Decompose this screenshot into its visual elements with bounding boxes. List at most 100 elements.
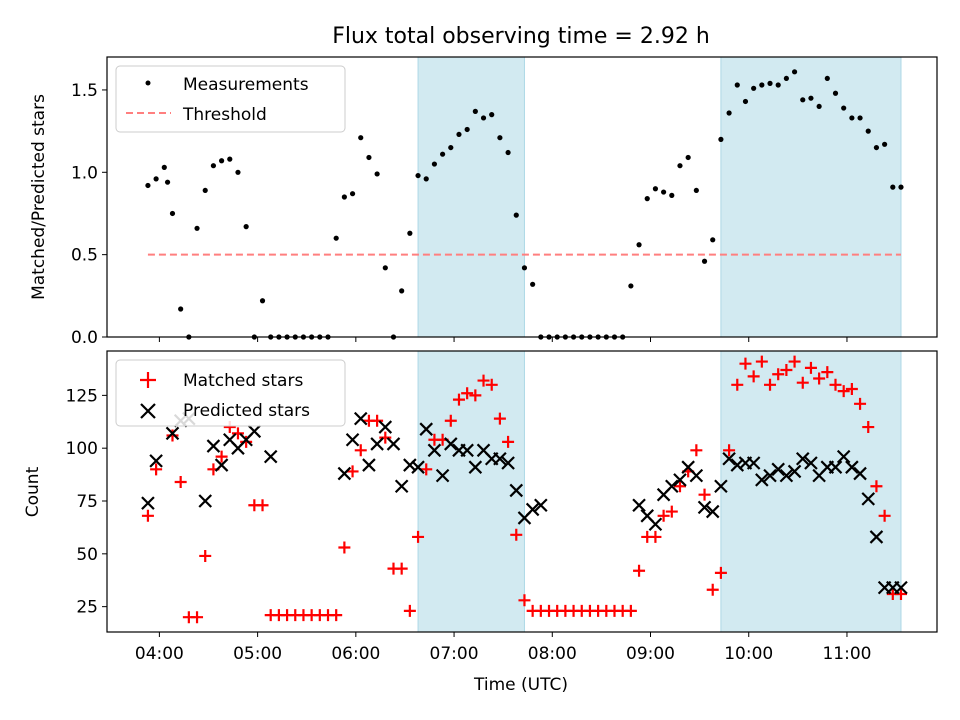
measurement-point (718, 136, 724, 142)
matched-star-point (330, 609, 343, 622)
measurement-point (636, 242, 642, 248)
matched-star-point (371, 414, 384, 427)
legend-marker-measurements (145, 80, 151, 86)
predicted-star-point (763, 468, 777, 483)
measurement-point (644, 196, 650, 202)
measurement-point (178, 306, 184, 312)
predicted-star-point (632, 498, 646, 513)
measurement-point (521, 265, 528, 271)
measurement-point (341, 194, 347, 200)
matched-star-point (215, 450, 228, 463)
predicted-star-point (795, 451, 810, 466)
matched-star-point (518, 594, 531, 607)
bottom-y-tick-label: 125 (66, 386, 98, 406)
predicted-star-point (247, 424, 262, 439)
measurement-point (783, 75, 789, 82)
predicted-star-point (378, 420, 393, 434)
matched-star-point (845, 383, 858, 396)
predicted-star-point (771, 462, 785, 477)
matched-star-point (714, 566, 727, 579)
predicted-star-point (206, 439, 221, 453)
matched-star-point (706, 583, 719, 596)
measurement-point (259, 298, 266, 304)
predicted-star-point (501, 456, 515, 470)
top-y-axis-label: Matched/Predicted stars (29, 94, 49, 300)
x-tick-label: 06:00 (331, 644, 380, 664)
predicted-star-point (509, 483, 524, 498)
bottom-shaded-region-1 (720, 350, 902, 633)
measurement-point (791, 69, 798, 75)
predicted-star-point (362, 458, 376, 472)
matched-star-point (338, 541, 351, 554)
matched-star-point (420, 463, 433, 476)
bottom-legend-box (115, 359, 346, 427)
predicted-star-point (755, 473, 769, 487)
predicted-star-point (845, 460, 859, 474)
measurement-point (669, 192, 675, 198)
matched-star-point (690, 444, 703, 457)
matched-star-point (764, 378, 777, 391)
predicted-star-point (648, 517, 663, 532)
measurement-point (202, 187, 208, 194)
matched-star-point (199, 549, 212, 562)
bottom-x-axis: 04:00 05:00 06:00 07:00 08:00 09:00 10:00 11:00 (135, 632, 871, 664)
measurement-point (366, 154, 372, 161)
measurement-point (464, 126, 470, 133)
measurement-point (513, 212, 519, 218)
bottom-shaded-regions (417, 350, 902, 633)
measurement-point (349, 191, 356, 197)
bottom-y-tick-label: 25 (76, 598, 98, 618)
predicted-star-point (853, 466, 867, 481)
matched-star-point (191, 611, 204, 624)
matched-star-point (412, 530, 425, 543)
top-y-tick-label: 0.0 (71, 328, 98, 348)
measurement-point (710, 237, 716, 243)
predicted-star-point (435, 468, 450, 483)
bottom-y-axis: 25 50 75 100 125 (66, 386, 107, 618)
measurement-point (775, 82, 781, 88)
measurement-point (489, 112, 495, 118)
matched-star-point (731, 378, 744, 391)
matched-star-point (804, 361, 817, 374)
top-legend: Measurements Threshold (115, 65, 346, 133)
matched-star-point (256, 499, 269, 512)
matched-star-point (649, 530, 662, 543)
measurement-point (693, 187, 699, 194)
measurement-point (734, 82, 740, 88)
measurement-point (800, 97, 806, 103)
measurement-point (832, 90, 839, 96)
measurements-series (145, 69, 904, 340)
measurement-point (227, 156, 233, 162)
bottom-shaded-region-0 (417, 350, 525, 633)
measurement-point (456, 131, 462, 138)
predicted-star-point (468, 460, 483, 474)
x-tick-label: 09:00 (626, 644, 675, 664)
legend-label-measurements: Measurements (183, 75, 309, 95)
predicted-star-point (337, 466, 352, 481)
matched-star-point (485, 378, 498, 391)
bottom-y-tick-label: 50 (76, 545, 98, 565)
measurement-point (472, 108, 478, 114)
measurement-point (652, 186, 659, 192)
matched-star-point (755, 355, 768, 368)
matched-star-point (379, 431, 392, 444)
legend-label-matched: Matched stars (183, 371, 303, 391)
measurement-point (661, 189, 667, 195)
matched-star-point (796, 376, 809, 389)
measurement-point (726, 110, 732, 116)
matched-star-point (829, 378, 842, 391)
measurement-point (628, 283, 634, 289)
predicted-star-point (370, 437, 384, 451)
predicted-star-point (149, 454, 163, 468)
predicted-star-point (869, 530, 884, 544)
predicted-star-point (705, 504, 720, 519)
matched-star-point (747, 370, 760, 383)
measurement-point (816, 103, 822, 110)
bottom-y-tick-label: 75 (76, 492, 98, 512)
matched-star-point (837, 385, 850, 398)
bottom-y-axis-label: Count (23, 466, 43, 517)
predicted-star-point (525, 502, 540, 517)
measurement-point (153, 176, 159, 182)
measurement-point (767, 80, 773, 86)
